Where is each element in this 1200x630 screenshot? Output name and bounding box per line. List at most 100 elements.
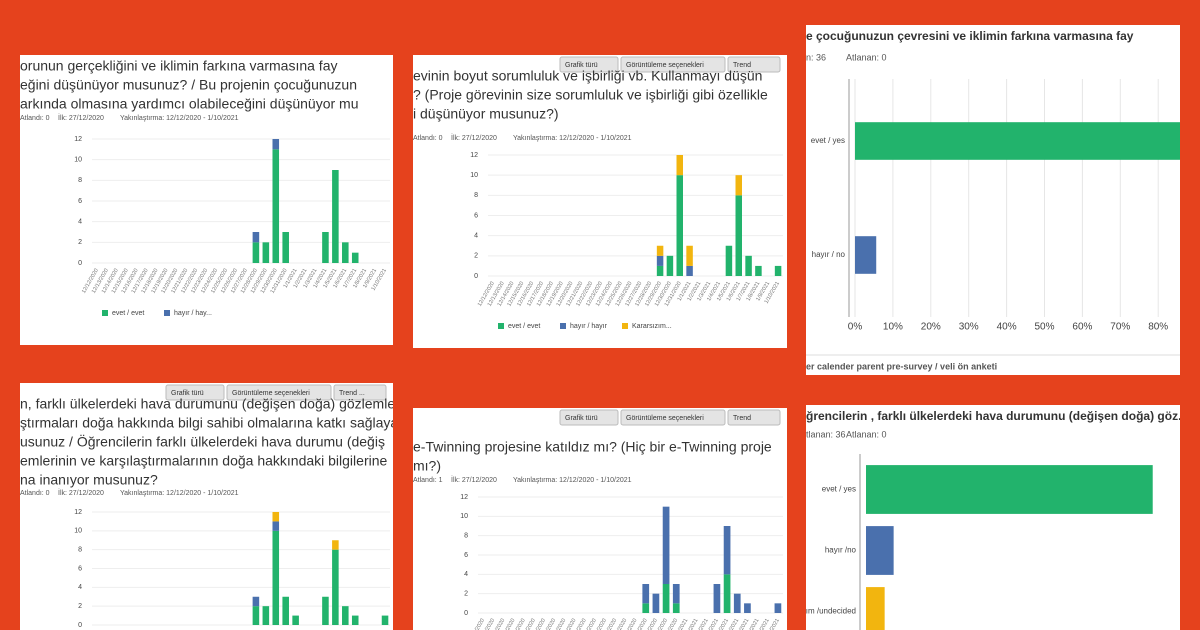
survey-panel: Trend ... Görüntüleme seçenekleri Grafik t…: [20, 383, 393, 630]
bar: [662, 506, 670, 584]
y-tick-label: 10: [470, 172, 478, 179]
bar: [322, 232, 329, 263]
meta-text: Atlandı: 0: [413, 135, 443, 142]
question-text: n, farklı ülkelerdeki hava durumunu (değ…: [20, 396, 393, 412]
y-tick-label: 0: [78, 260, 82, 267]
bar: [262, 606, 270, 625]
bar: [332, 549, 339, 625]
category-label: evet / yes: [811, 136, 845, 145]
bar: [662, 584, 670, 613]
survey-panel: Trend Görüntüleme seçenekleri Grafik türü e…: [413, 55, 787, 348]
toolbar-button[interactable]: [333, 384, 387, 401]
y-tick-label: 12: [460, 494, 468, 501]
legend-swatch: [622, 323, 628, 329]
y-tick-label: 6: [464, 552, 468, 559]
toolbar-label[interactable]: Grafik türü: [565, 415, 598, 422]
category-label: kararsızım /undecided: [806, 607, 856, 616]
x-tick-label: 10%: [883, 322, 903, 333]
bar: [656, 265, 664, 276]
toolbar-label[interactable]: Görüntüleme seçenekleri: [626, 62, 704, 69]
y-tick-label: 4: [464, 571, 468, 578]
y-tick-label: 4: [78, 219, 82, 226]
bar: [252, 232, 260, 243]
x-tick-label: 40%: [997, 322, 1017, 333]
bar: [713, 584, 721, 613]
y-tick-label: 2: [78, 603, 82, 610]
bar: [332, 540, 339, 550]
bar: [686, 245, 693, 266]
bar: [855, 122, 1180, 160]
y-tick-label: 12: [74, 136, 82, 143]
legend-label: evet / evet: [112, 310, 144, 317]
bar: [332, 170, 339, 263]
toolbar-label[interactable]: Trend: [733, 415, 751, 422]
toolbar-button[interactable]: [727, 409, 781, 426]
y-tick-label: 0: [78, 622, 82, 629]
bar: [855, 236, 877, 274]
bar: [252, 606, 260, 625]
meta-text: n: 36: [806, 52, 826, 62]
x-tick-label: 70%: [1110, 322, 1130, 333]
bar: [342, 242, 349, 263]
legend-label: hayır / hayır: [570, 323, 608, 330]
toolbar-label[interactable]: Grafik türü: [565, 62, 598, 69]
question-text: na inanıyor musunuz?: [20, 472, 158, 488]
panel-canvas: ğrencilerin , farklı ülkelerdeki hava du…: [806, 409, 1180, 630]
legend-label: evet / evet: [508, 323, 540, 330]
bar: [686, 265, 693, 276]
meta-text: tlanan: 36: [806, 429, 846, 439]
bar: [282, 596, 289, 625]
bar: [735, 195, 742, 276]
toolbar-label[interactable]: Trend ...: [339, 390, 365, 397]
toolbar-label[interactable]: Görüntüleme seçenekleri: [232, 390, 310, 397]
y-tick-label: 12: [74, 509, 82, 516]
meta-text: Yakınlaştırma: 12/12/2020 - 1/10/2021: [513, 477, 632, 484]
bar: [676, 155, 683, 176]
bar: [672, 603, 680, 613]
survey-panel: ğrencilerin , farklı ülkelerdeki hava du…: [806, 405, 1180, 630]
bar: [272, 512, 280, 522]
meta-text: Atlanan: 0: [846, 52, 887, 62]
y-tick-label: 2: [474, 253, 478, 260]
y-tick-label: 12: [470, 152, 478, 159]
toolbar-label[interactable]: Trend: [733, 62, 751, 69]
toolbar-button[interactable]: [727, 56, 781, 73]
toolbar-label[interactable]: Görüntüleme seçenekleri: [626, 415, 704, 422]
question-text: mı?): [413, 458, 441, 474]
toolbar-button[interactable]: [226, 384, 332, 401]
bar: [666, 255, 674, 276]
question-text: eğini düşünüyor musunuz? / Bu projenin ç…: [20, 77, 357, 93]
meta-text: İlk: 27/12/2020: [451, 475, 497, 484]
bar: [676, 175, 683, 276]
toolbar-button[interactable]: [620, 409, 726, 426]
y-tick-label: 10: [460, 513, 468, 520]
bar: [744, 603, 751, 613]
toolbar-button[interactable]: [165, 384, 225, 401]
meta-text: Atlanan: 0: [846, 429, 887, 439]
question-text: orunun gerçekliğini ve iklimin farkına v…: [20, 58, 337, 74]
bar: [723, 526, 731, 575]
bar: [272, 139, 280, 150]
toolbar-button[interactable]: [559, 409, 619, 426]
x-tick-label: 60%: [1072, 322, 1092, 333]
meta-text: İlk: 27/12/2020: [58, 488, 104, 497]
x-tick-label: 50%: [1034, 322, 1054, 333]
bar: [774, 265, 782, 276]
question-text: e-Twinning projesine katıldız mı? (Hiç b…: [413, 439, 772, 455]
bar: [272, 530, 280, 625]
toolbar-button[interactable]: [559, 56, 619, 73]
footer-text: er calender parent pre-survey / veli ön …: [806, 361, 997, 371]
panel-canvas: Trend ... Görüntüleme seçenekleri Grafik t…: [20, 384, 393, 630]
bar: [866, 587, 885, 630]
bar: [642, 584, 650, 604]
y-tick-label: 6: [78, 565, 82, 572]
bar: [292, 615, 299, 625]
legend-label: Kararsızım...: [632, 323, 672, 330]
legend-swatch: [164, 310, 170, 316]
toolbar-label[interactable]: Grafik türü: [171, 390, 204, 397]
meta-text: Atlandı: 0: [20, 115, 50, 122]
y-tick-label: 8: [464, 533, 468, 540]
y-tick-label: 8: [78, 547, 82, 554]
panel-canvas: orunun gerçekliğini ve iklimin farkına v…: [20, 58, 390, 317]
toolbar-button[interactable]: [620, 56, 726, 73]
